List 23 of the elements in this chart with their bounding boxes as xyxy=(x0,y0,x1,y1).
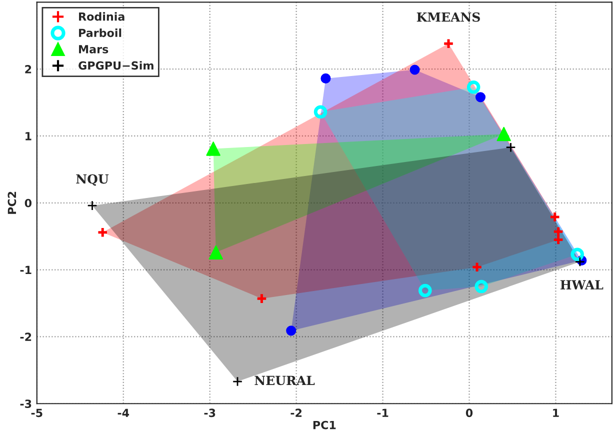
x-axis-title: PC1 xyxy=(313,420,336,430)
legend-label: GPGPU−Sim xyxy=(78,61,154,70)
y-axis-title: PC2 xyxy=(8,192,16,214)
y-tick-label: -3 xyxy=(20,400,32,408)
y-tick-label: -1 xyxy=(20,266,32,274)
legend-label: Mars xyxy=(79,45,108,54)
legend-label: Parboil xyxy=(79,28,122,38)
annotation: NEURAL xyxy=(254,376,315,386)
x-tick-label: -3 xyxy=(204,408,216,418)
y-tick-label: 1 xyxy=(26,132,32,140)
x-tick-label: 1 xyxy=(553,408,559,417)
annotation: NQU xyxy=(76,174,109,186)
x-tick-label: 0 xyxy=(466,408,473,418)
legend-label: Rodinia xyxy=(79,12,124,21)
x-tick-label: -4 xyxy=(118,408,130,417)
x-tick-label: -1 xyxy=(377,408,388,417)
annotation: HWAL xyxy=(560,280,604,290)
annotation: KMEANS xyxy=(416,12,480,22)
x-tick-label: -5 xyxy=(31,408,42,418)
y-tick-label: 2 xyxy=(25,65,32,74)
x-tick-label: -2 xyxy=(290,408,302,417)
y-tick-label: 0 xyxy=(24,198,32,208)
y-tick-label: -2 xyxy=(20,332,32,341)
